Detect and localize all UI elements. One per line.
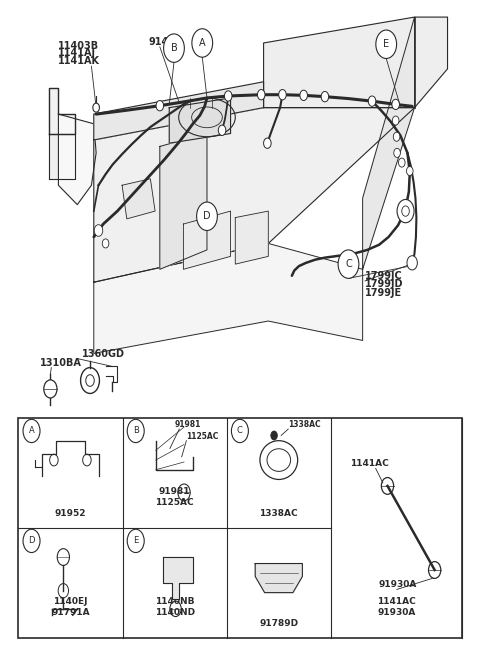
Polygon shape (362, 17, 415, 269)
Circle shape (368, 96, 376, 106)
Circle shape (225, 91, 232, 101)
Circle shape (393, 132, 400, 141)
Text: D: D (203, 212, 211, 221)
Text: 1799JC: 1799JC (365, 271, 403, 281)
Circle shape (164, 34, 184, 62)
Circle shape (279, 90, 286, 100)
Circle shape (44, 380, 57, 398)
Polygon shape (183, 211, 230, 269)
Polygon shape (235, 211, 268, 264)
Circle shape (218, 125, 226, 136)
Polygon shape (49, 134, 75, 179)
Circle shape (23, 419, 40, 443)
Text: 1141AC: 1141AC (350, 459, 388, 468)
Circle shape (264, 138, 271, 149)
Circle shape (127, 529, 144, 553)
Circle shape (394, 149, 400, 157)
Circle shape (127, 419, 144, 443)
Text: 1140EJ
91791A: 1140EJ 91791A (51, 597, 90, 617)
Text: B: B (133, 426, 139, 436)
Polygon shape (94, 244, 362, 353)
Polygon shape (59, 114, 96, 204)
Text: 91952: 91952 (55, 509, 86, 517)
Text: E: E (383, 39, 389, 49)
Text: A: A (29, 426, 35, 436)
Text: E: E (133, 536, 138, 546)
Text: 1140NB
1140ND: 1140NB 1140ND (155, 597, 195, 617)
Polygon shape (160, 134, 207, 269)
Text: 1799JD: 1799JD (365, 279, 404, 290)
Circle shape (407, 166, 413, 176)
Polygon shape (264, 17, 447, 107)
Circle shape (321, 92, 329, 102)
Text: 1141AC
91930A: 1141AC 91930A (377, 597, 416, 617)
Circle shape (398, 158, 405, 167)
Circle shape (102, 239, 109, 248)
Circle shape (397, 200, 414, 223)
Text: 91400: 91400 (148, 37, 182, 47)
Text: 1338AC: 1338AC (288, 420, 321, 429)
Polygon shape (255, 563, 302, 593)
Circle shape (376, 30, 396, 58)
Text: 1799JE: 1799JE (365, 288, 402, 298)
Text: 1141AJ: 1141AJ (59, 48, 96, 58)
Text: 1141AK: 1141AK (59, 56, 100, 66)
Text: B: B (170, 43, 177, 53)
Text: C: C (237, 426, 243, 436)
Circle shape (392, 99, 399, 109)
Text: 11403B: 11403B (59, 41, 99, 50)
Polygon shape (163, 557, 193, 599)
Circle shape (94, 225, 103, 236)
Text: 1338AC: 1338AC (260, 509, 298, 517)
Polygon shape (169, 98, 230, 143)
Circle shape (392, 116, 399, 125)
Circle shape (257, 90, 265, 100)
Bar (18, 418, 462, 638)
Text: 91789D: 91789D (259, 618, 299, 627)
Circle shape (197, 202, 217, 231)
Text: 1125AC: 1125AC (186, 432, 219, 441)
Text: 91981: 91981 (175, 420, 201, 429)
Text: A: A (199, 38, 205, 48)
Circle shape (192, 29, 213, 57)
Text: 91930A: 91930A (378, 580, 417, 590)
Circle shape (300, 90, 308, 100)
Circle shape (23, 529, 40, 553)
Text: C: C (345, 259, 352, 269)
Polygon shape (122, 179, 155, 219)
Polygon shape (49, 88, 75, 134)
Polygon shape (94, 107, 415, 282)
Text: 1310BA: 1310BA (39, 358, 82, 367)
Circle shape (93, 103, 99, 112)
Circle shape (271, 431, 277, 440)
Text: 1360GD: 1360GD (82, 348, 125, 358)
Text: D: D (28, 536, 35, 546)
Circle shape (156, 100, 164, 111)
Polygon shape (94, 82, 264, 140)
Circle shape (338, 250, 359, 278)
Circle shape (231, 419, 248, 443)
Text: 91981
1125AC: 91981 1125AC (156, 487, 194, 507)
Circle shape (407, 255, 417, 270)
